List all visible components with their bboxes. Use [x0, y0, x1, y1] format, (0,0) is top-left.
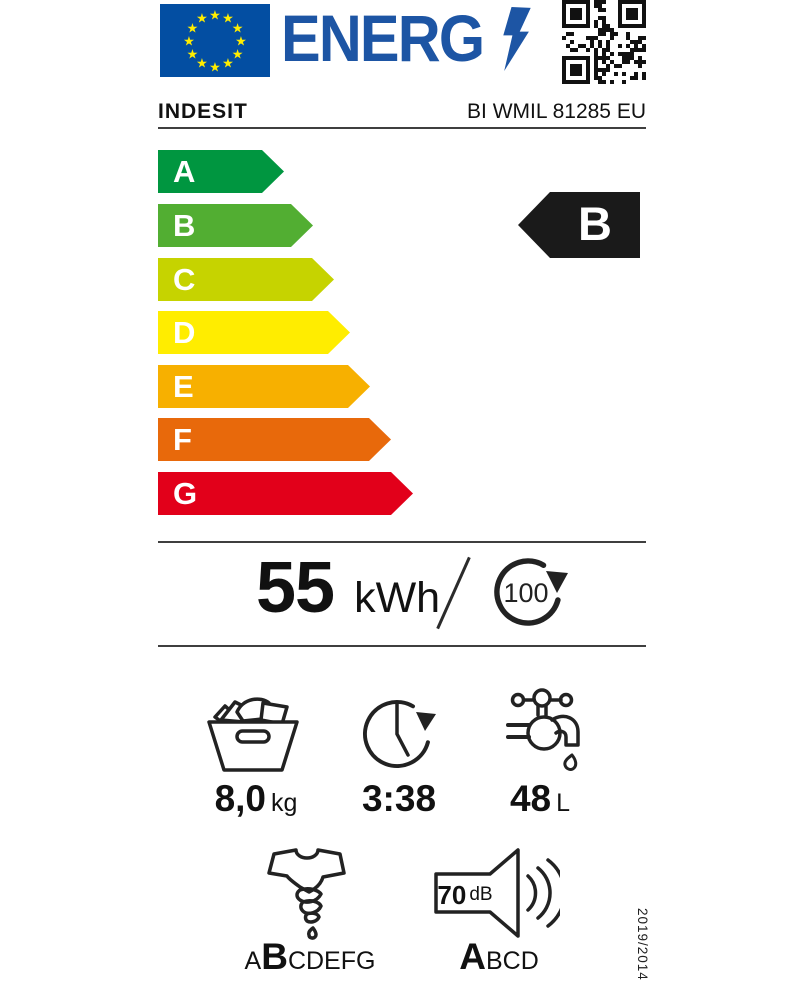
- regulation-reference: 2019/2014: [635, 908, 650, 981]
- water-number: 48: [509, 778, 552, 819]
- scale-arrow-e: E: [158, 365, 370, 408]
- water-unit: L: [556, 789, 571, 817]
- energy-logo-text: ENERG: [281, 1, 485, 75]
- eu-star-icon: ★: [209, 59, 221, 74]
- scale-letter: E: [173, 369, 194, 404]
- brand-name: INDESIT: [158, 100, 248, 123]
- capacity-value: 8,0 kg: [192, 778, 320, 820]
- capacity-unit: kg: [271, 789, 298, 817]
- eu-star-icon: ★: [235, 33, 247, 48]
- scale-arrow-c: C: [158, 258, 334, 301]
- spin-class-grades: ABCDEFG: [236, 936, 384, 978]
- energy-divider: [158, 645, 646, 647]
- spin-grade-selected: B: [261, 936, 288, 977]
- eu-flag: ★ ★ ★ ★ ★ ★ ★ ★ ★ ★ ★ ★: [160, 4, 270, 77]
- noise-class-grades: ABCD: [436, 936, 562, 978]
- eu-star-icon: ★: [186, 20, 199, 35]
- eu-star-icon: ★: [222, 10, 234, 26]
- energy-consumption: 55 kWh: [256, 548, 440, 628]
- eu-star-icon: ★: [183, 33, 195, 48]
- scale-arrow-b: B: [158, 204, 313, 247]
- rating-arrow: B: [518, 192, 640, 258]
- noise-grade-selected: A: [459, 936, 486, 977]
- eu-star-icon: ★: [231, 20, 244, 35]
- noise-level: 70 dB: [434, 874, 496, 916]
- lightning-bolt-icon: [503, 7, 531, 71]
- noise-grade-suffix: BCD: [485, 947, 539, 975]
- water-value: 48 L: [480, 778, 600, 820]
- scale-arrow-d: D: [158, 311, 350, 354]
- scale-arrow-g: G: [158, 472, 413, 515]
- scale-letter: B: [173, 208, 196, 243]
- eu-star-icon: ★: [196, 55, 208, 71]
- eu-star-icon: ★: [196, 10, 208, 26]
- per-slash: [436, 556, 471, 630]
- speaker-icon: [434, 843, 560, 943]
- eu-star-icon: ★: [186, 46, 199, 61]
- duration-value: 3:38: [338, 778, 460, 820]
- scale-arrow-a: A: [158, 150, 284, 193]
- energy-unit: kWh: [354, 574, 441, 622]
- spin-dry-shirt-icon: [260, 846, 350, 940]
- scale-arrow-f: F: [158, 418, 391, 461]
- qr-code: [562, 0, 646, 84]
- capacity-number: 8,0: [214, 778, 267, 819]
- water-tap-icon: [500, 686, 584, 780]
- spin-grade-prefix: A: [244, 947, 262, 975]
- spin-grade-suffix: CDEFG: [287, 947, 376, 975]
- noise-db-unit: dB: [469, 884, 493, 905]
- scale-letter: G: [173, 476, 198, 511]
- header-divider: [158, 127, 646, 129]
- rating-letter: B: [578, 197, 612, 250]
- scale-letter: F: [173, 422, 192, 457]
- duration-number: 3:38: [361, 778, 437, 819]
- scale-divider: [158, 541, 646, 543]
- noise-db-value: 70: [437, 879, 467, 910]
- eu-star-icon: ★: [231, 46, 244, 61]
- cycle-duration-clock-icon: [355, 688, 443, 776]
- scale-letter: A: [173, 154, 196, 189]
- eu-star-icon: ★: [209, 7, 221, 22]
- per-100-cycles-icon: 100: [486, 552, 578, 634]
- cycles-count: 100: [503, 578, 548, 608]
- laundry-basket-icon: [203, 690, 303, 776]
- scale-letter: D: [173, 315, 196, 350]
- model-number: BI WMIL 81285 EU: [467, 100, 646, 123]
- scale-letter: C: [173, 262, 196, 297]
- energy-value: 55: [256, 548, 335, 628]
- eu-star-icon: ★: [222, 55, 234, 71]
